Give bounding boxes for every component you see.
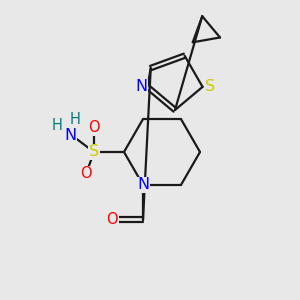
Text: O: O: [80, 167, 92, 182]
Text: O: O: [88, 121, 100, 136]
Text: N: N: [137, 177, 149, 192]
Text: S: S: [89, 145, 99, 160]
Text: N: N: [64, 128, 76, 143]
Text: O: O: [106, 212, 118, 227]
Text: N: N: [135, 80, 148, 94]
Text: S: S: [205, 80, 214, 94]
Text: H: H: [70, 112, 80, 128]
Text: H: H: [52, 118, 62, 134]
